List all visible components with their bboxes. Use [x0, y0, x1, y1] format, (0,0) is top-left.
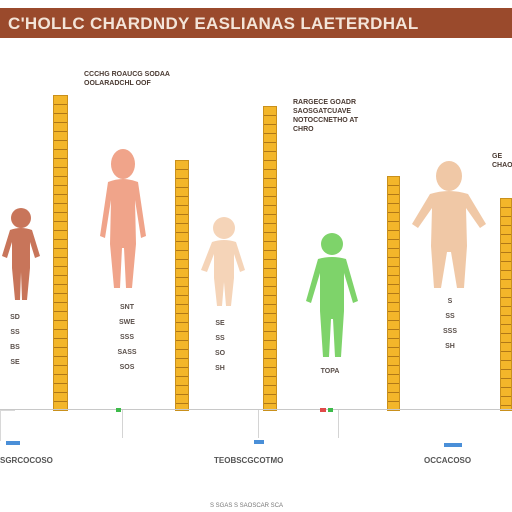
baseline-tick — [122, 410, 123, 438]
caption-center: RARGECE GOADR SAOSGATCUAVE NOTOCCNETHO A… — [293, 99, 359, 133]
page-title: C'HOLLC CHARDNDY EASLIANAS LAETERDHAL — [8, 14, 419, 33]
child-figure-icon — [412, 161, 486, 288]
green-marker — [116, 408, 121, 412]
footer-center-label: TEOBSCGCOTMO — [214, 456, 284, 465]
blue-marker — [6, 441, 20, 445]
child-figure-icon — [100, 149, 146, 288]
frame-line — [0, 410, 15, 441]
blue-marker — [254, 440, 264, 444]
baseline-tick — [338, 410, 339, 438]
footer-left-label: SGRCOCOSO — [0, 456, 53, 465]
baseline — [0, 409, 512, 410]
figure-label-4: TOPA — [320, 368, 340, 375]
title-bar — [0, 8, 512, 38]
footer-bottom-text: S SGAS S SAOSCAR SCA — [210, 503, 284, 509]
child-figure-icon — [306, 233, 358, 357]
figure-label-5: S SS SSS SH — [442, 298, 457, 350]
baseline-tick — [258, 410, 259, 438]
red-marker — [320, 408, 326, 412]
caption-left: CCCHG ROAUCG SODAA OOLARADCHL OOF — [84, 71, 170, 87]
footer-right-label: OCCACOSO — [424, 456, 472, 465]
ruler-2 — [175, 160, 189, 411]
ruler-1 — [53, 95, 68, 411]
child-figure-icon — [201, 217, 245, 306]
ruler-4 — [387, 176, 400, 411]
child-figure-icon — [2, 208, 40, 300]
figure-label-2: SNT SWE SSS SASS SOS — [117, 304, 137, 371]
green-marker — [328, 408, 333, 412]
figure-label-3: SE SS SO SH — [214, 320, 226, 372]
ruler-3 — [263, 106, 277, 411]
caption-right: GE CHAO — [492, 153, 512, 169]
figure-label-1: SD SS BS SE — [10, 314, 20, 366]
ruler-5 — [500, 198, 512, 411]
blue-marker — [444, 443, 462, 447]
